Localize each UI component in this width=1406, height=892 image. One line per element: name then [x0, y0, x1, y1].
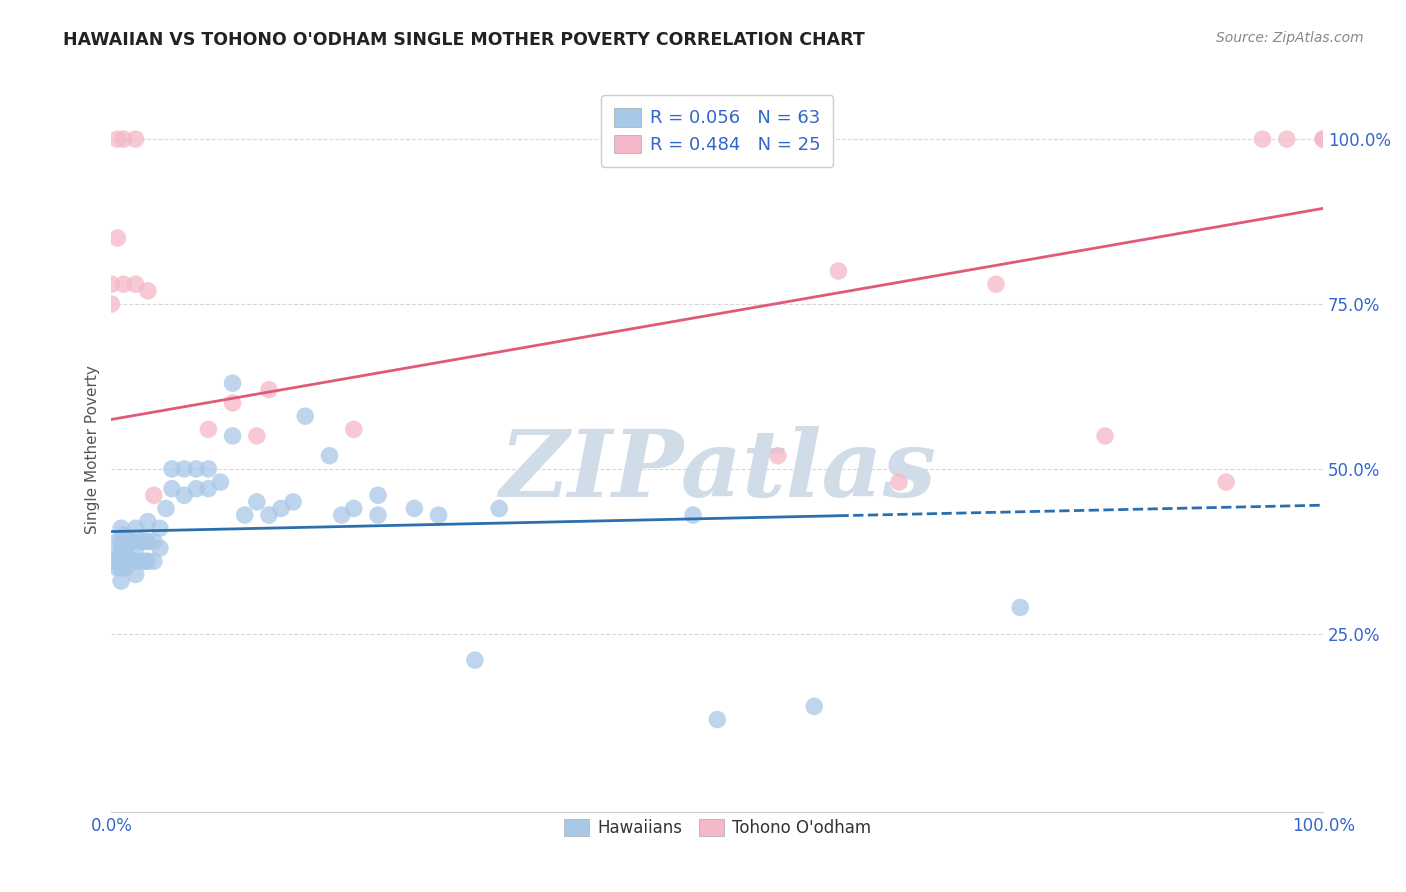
Point: [343, 422, 366, 436]
Point: [112, 132, 135, 146]
Point: [283, 495, 305, 509]
Point: [330, 508, 353, 522]
Point: [115, 561, 138, 575]
Point: [118, 554, 141, 568]
Point: [221, 376, 243, 391]
Point: [110, 534, 132, 549]
Point: [100, 297, 122, 311]
Point: [488, 501, 510, 516]
Point: [197, 422, 219, 436]
Point: [110, 574, 132, 588]
Point: [803, 699, 825, 714]
Point: [367, 488, 389, 502]
Point: [124, 132, 146, 146]
Text: Source: ZipAtlas.com: Source: ZipAtlas.com: [1216, 31, 1364, 45]
Point: [221, 396, 243, 410]
Point: [1312, 132, 1334, 146]
Point: [149, 521, 172, 535]
Point: [112, 541, 135, 555]
Point: [1094, 429, 1116, 443]
Point: [427, 508, 450, 522]
Point: [367, 508, 389, 522]
Point: [121, 534, 143, 549]
Point: [827, 264, 849, 278]
Point: [136, 534, 159, 549]
Text: HAWAIIAN VS TOHONO O'ODHAM SINGLE MOTHER POVERTY CORRELATION CHART: HAWAIIAN VS TOHONO O'ODHAM SINGLE MOTHER…: [63, 31, 865, 49]
Point: [209, 475, 232, 489]
Point: [107, 132, 129, 146]
Point: [233, 508, 256, 522]
Legend: Hawaiians, Tohono O'odham: Hawaiians, Tohono O'odham: [557, 812, 877, 844]
Point: [124, 554, 146, 568]
Point: [107, 231, 129, 245]
Point: [246, 495, 269, 509]
Point: [1312, 132, 1334, 146]
Point: [173, 462, 195, 476]
Point: [134, 534, 156, 549]
Point: [136, 284, 159, 298]
Point: [131, 554, 153, 568]
Point: [142, 554, 165, 568]
Point: [197, 482, 219, 496]
Point: [100, 277, 122, 292]
Point: [134, 554, 156, 568]
Point: [124, 521, 146, 535]
Point: [270, 501, 292, 516]
Point: [766, 449, 789, 463]
Point: [887, 475, 910, 489]
Point: [1275, 132, 1298, 146]
Point: [197, 462, 219, 476]
Point: [155, 501, 177, 516]
Point: [136, 554, 159, 568]
Point: [136, 515, 159, 529]
Point: [257, 508, 280, 522]
Point: [124, 277, 146, 292]
Point: [100, 554, 122, 568]
Point: [107, 561, 129, 575]
Point: [1251, 132, 1274, 146]
Point: [404, 501, 426, 516]
Text: ZIPatlas: ZIPatlas: [499, 425, 936, 516]
Point: [318, 449, 340, 463]
Point: [110, 548, 132, 562]
Point: [110, 561, 132, 575]
Point: [131, 534, 153, 549]
Point: [173, 488, 195, 502]
Point: [112, 528, 135, 542]
Point: [142, 534, 165, 549]
Point: [221, 429, 243, 443]
Point: [112, 554, 135, 568]
Point: [706, 713, 728, 727]
Point: [107, 534, 129, 549]
Point: [112, 277, 135, 292]
Point: [110, 521, 132, 535]
Point: [257, 383, 280, 397]
Point: [1215, 475, 1237, 489]
Point: [246, 429, 269, 443]
Point: [343, 501, 366, 516]
Point: [124, 541, 146, 555]
Point: [149, 541, 172, 555]
Y-axis label: Single Mother Poverty: Single Mother Poverty: [86, 365, 100, 533]
Point: [142, 488, 165, 502]
Point: [1010, 600, 1032, 615]
Point: [294, 409, 316, 424]
Point: [160, 462, 183, 476]
Point: [118, 534, 141, 549]
Point: [984, 277, 1007, 292]
Point: [682, 508, 704, 522]
Point: [107, 548, 129, 562]
Point: [186, 482, 208, 496]
Point: [121, 554, 143, 568]
Point: [464, 653, 486, 667]
Point: [115, 541, 138, 555]
Point: [124, 567, 146, 582]
Point: [160, 482, 183, 496]
Point: [186, 462, 208, 476]
